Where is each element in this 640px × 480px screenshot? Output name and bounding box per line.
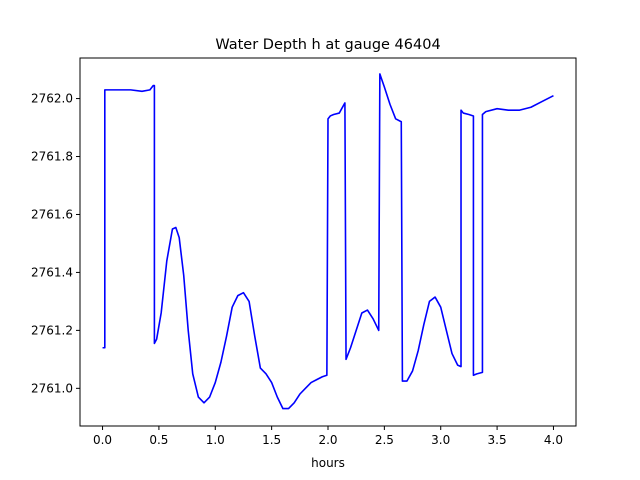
x-axis: 0.0 0.5 1.0 1.5 2.0 2.5 3.0 3.5 4.0 [93,426,563,447]
y-tick-label: 2762.0 [31,92,73,106]
series-line-water-depth [102,73,554,410]
x-tick-label: 2.5 [375,433,394,447]
plot-area [102,73,554,410]
x-tick-label: 1.0 [206,433,225,447]
x-tick-label: 0.5 [149,433,168,447]
y-tick-label: 2761.8 [31,150,73,164]
x-tick-label: 4.0 [544,433,563,447]
y-tick-label: 2761.6 [31,207,73,221]
x-tick-label: 2.0 [318,433,337,447]
y-tick-label: 2761.2 [31,323,73,337]
x-axis-label: hours [311,456,345,470]
y-tick-label: 2761.0 [31,381,73,395]
x-tick-label: 0.0 [93,433,112,447]
y-axis: 2761.0 2761.2 2761.4 2761.6 2761.8 2762.0 [31,92,80,395]
x-tick-label: 3.5 [488,433,507,447]
x-tick-label: 1.5 [262,433,281,447]
y-tick-label: 2761.4 [31,265,73,279]
x-tick-label: 3.0 [431,433,450,447]
chart-title: Water Depth h at gauge 46404 [215,37,440,53]
